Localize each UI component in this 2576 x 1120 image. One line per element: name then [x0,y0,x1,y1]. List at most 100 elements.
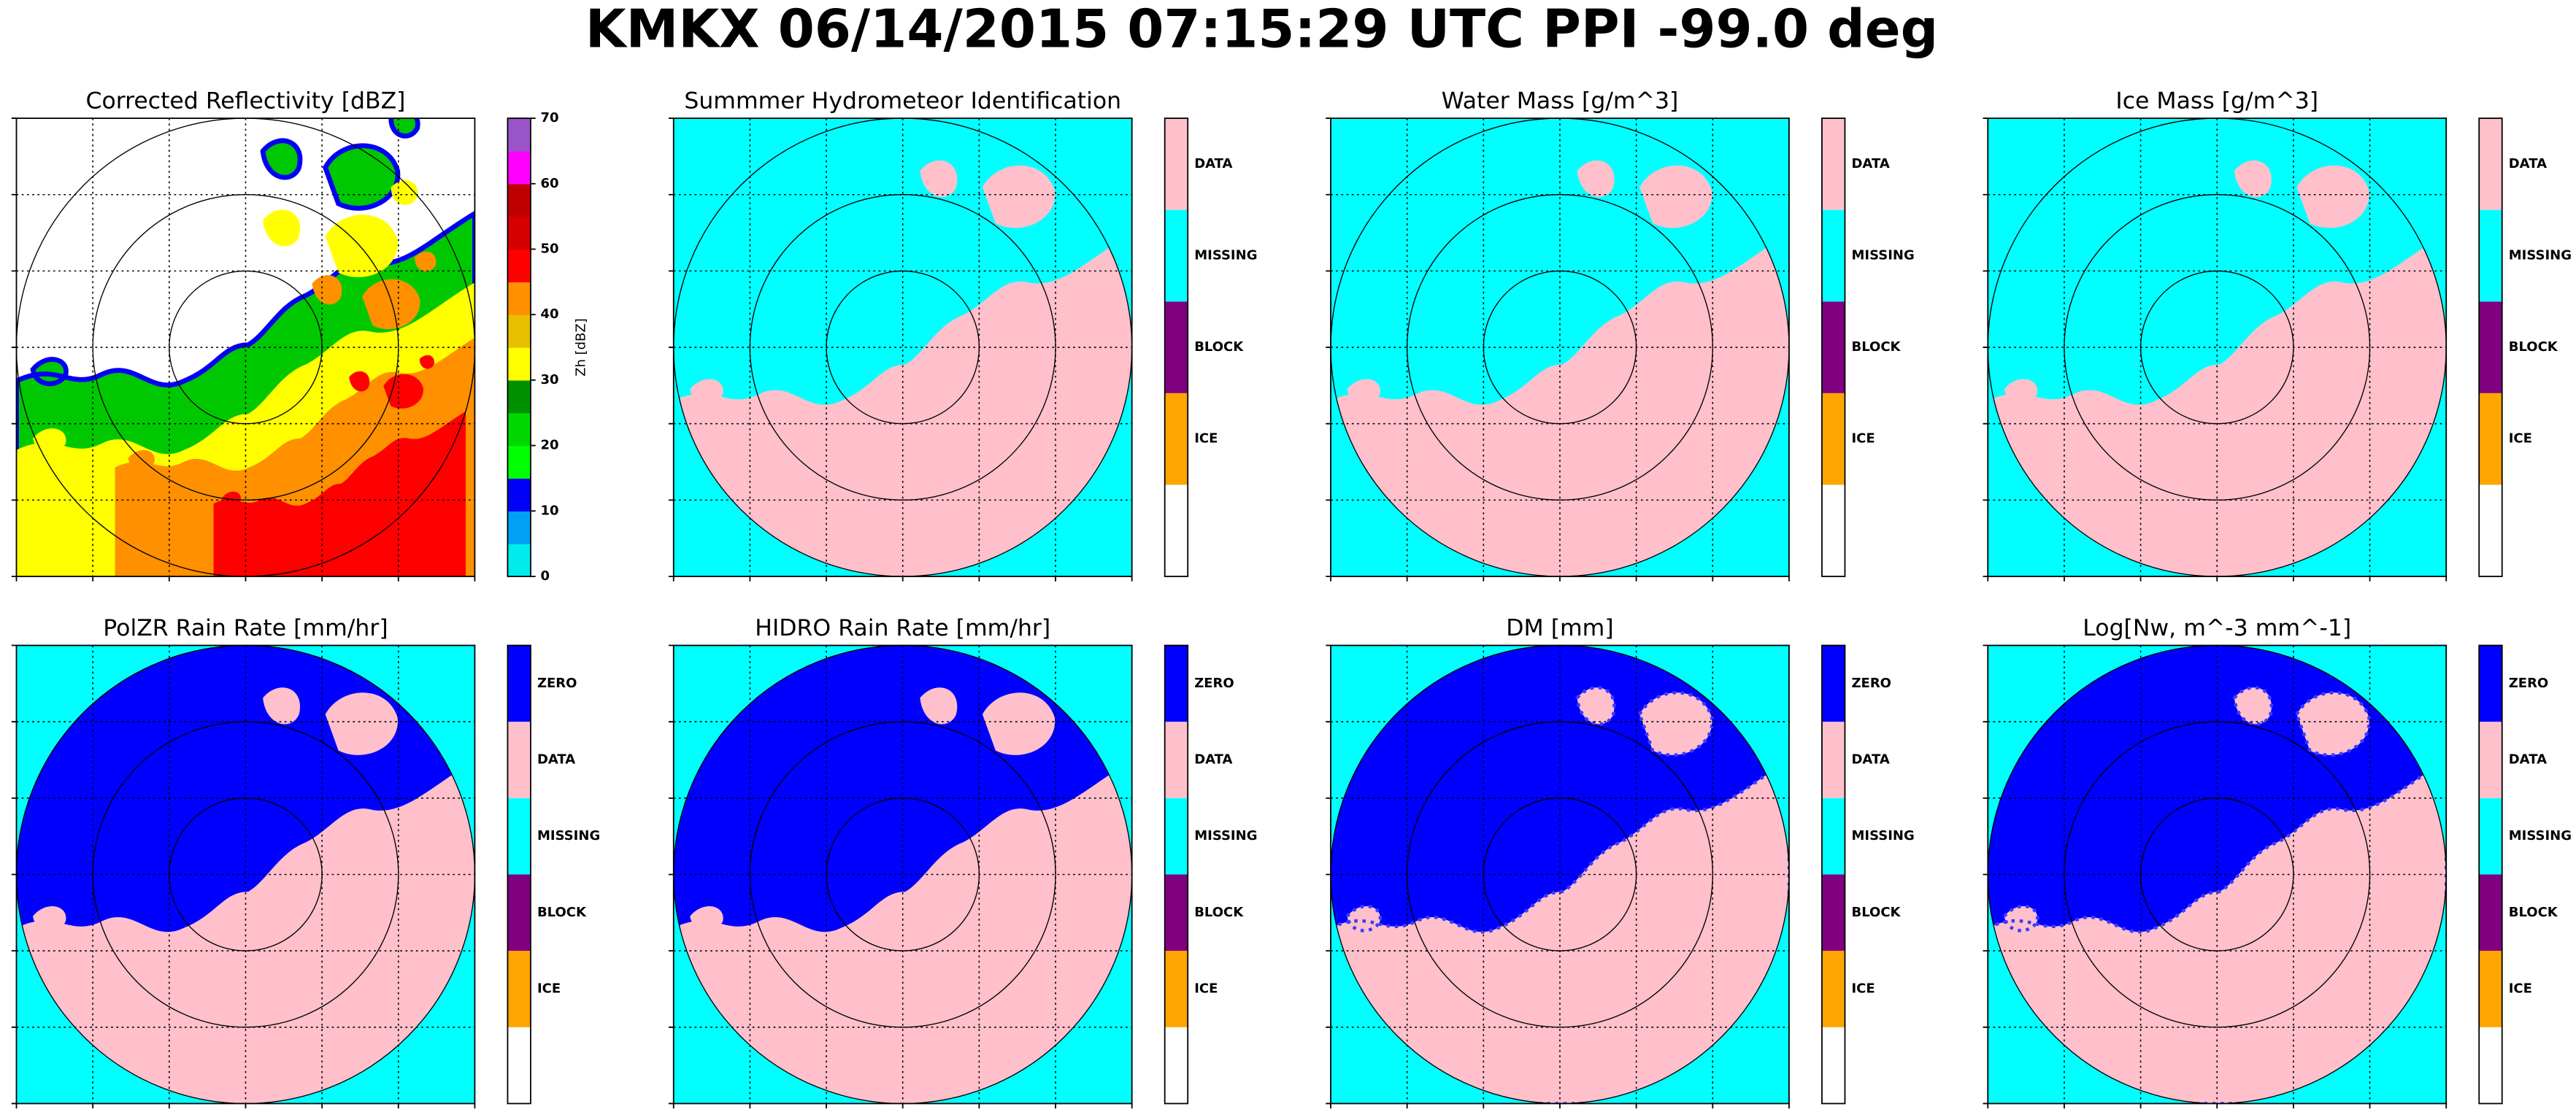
colorbar-category-label: DATA [2509,156,2547,171]
colorbar-frame [1821,644,1846,1105]
colorbar-segment [1164,1027,1188,1104]
colorbar-segment [507,216,531,250]
colorbar-segment [507,347,531,381]
colorbar-frame [507,117,531,577]
colorbar-segment [1821,209,1845,302]
colorbar-tick-label: 70 [540,110,558,125]
colorbar-category-label: MISSING [1194,247,1257,263]
colorbar-category-label: MISSING [2509,247,2572,263]
colorbar-frame [1164,644,1189,1105]
radar-image [10,644,476,1110]
colorbar-category-label: ICE [537,981,561,996]
colorbar-category-label: DATA [2509,752,2547,768]
colorbar-segment [507,150,531,185]
colorbar-category-label: MISSING [1851,247,1914,263]
colorbar-segment [2479,118,2502,210]
colorbar-category-label: ICE [2509,431,2532,447]
radar-image [668,644,1133,1110]
colorbar-category-label: ICE [1851,431,1875,447]
colorbar-segment [507,379,531,414]
colorbar-category-label: ZERO [1851,676,1891,691]
colorbar-frame [1164,117,1189,577]
colorbar-segment [507,478,531,511]
colorbar-segment [1821,1027,1845,1104]
radar-image [1325,117,1790,582]
colorbar-segment [1821,393,1845,485]
panel-title: Corrected Reflectivity [dBZ] [85,88,405,115]
colorbar-segment [507,282,531,315]
colorbar-category-label: ZERO [537,676,577,691]
colorbar-frame [2478,117,2503,577]
colorbar-tick-label: 10 [540,503,558,518]
colorbar-category-label: ICE [1194,431,1218,447]
radar-image [1982,644,2448,1110]
colorbar-segment [1821,484,1845,577]
colorbar-tick-label: 50 [540,241,558,256]
colorbar-segment [507,722,531,798]
colorbar-segment [1164,797,1188,875]
colorbar-category-label: ZERO [2509,676,2549,691]
colorbar-category-label: DATA [537,752,575,768]
colorbar-segment [507,249,531,283]
colorbar-tick-label: 20 [540,438,558,453]
colorbar-segment [1821,951,1845,1027]
colorbar-category-label: BLOCK [1194,339,1244,355]
colorbar-segment [1164,874,1188,951]
colorbar-segment [1821,301,1845,393]
colorbar-segment [2479,301,2502,393]
colorbar-label: Zh [dBZ] [574,318,589,376]
colorbar-segment [1164,393,1188,485]
colorbar-category-label: MISSING [1851,828,1914,843]
colorbar-frame [507,644,531,1105]
colorbar-tick-label: 30 [540,372,558,387]
panel-title: Log[Nw, m^-3 mm^-1] [2083,615,2351,641]
colorbar-segment [507,544,531,577]
colorbar-segment [507,118,531,152]
colorbar-category-label: ZERO [1194,676,1234,691]
colorbar-segment [1164,301,1188,393]
colorbar-category-label: ICE [1194,981,1218,996]
panel-title: DM [mm] [1506,615,1613,641]
colorbar-category-label: BLOCK [537,905,587,920]
panel-title: PolZR Rain Rate [mm/hr] [103,615,388,641]
colorbar-category-label: ICE [2509,981,2532,996]
colorbar-segment [2479,874,2502,951]
colorbar-segment [2479,951,2502,1027]
radar-image [10,117,476,582]
colorbar-segment [1164,951,1188,1027]
colorbar-segment [507,645,531,722]
colorbar-segment [2479,484,2502,577]
colorbar-segment [507,314,531,348]
colorbar-segment [1821,797,1845,875]
colorbar-segment [507,874,531,951]
colorbar-category-label: MISSING [537,828,600,843]
colorbar-category-label: MISSING [2509,828,2572,843]
colorbar-segment [1164,209,1188,302]
colorbar-category-label: DATA [1194,156,1232,171]
colorbar-tick-label: 40 [540,306,558,322]
figure-title: KMKX 06/14/2015 07:15:29 UTC PPI -99.0 d… [585,0,1938,60]
colorbar-segment [1164,484,1188,577]
colorbar-segment [2479,209,2502,302]
colorbar-tick-label: 0 [540,568,550,584]
colorbar-segment [1821,118,1845,210]
panel-title: Ice Mass [g/m^3] [2115,88,2318,115]
colorbar-segment [1821,645,1845,722]
colorbar-segment [1164,645,1188,722]
colorbar-segment [507,445,531,479]
colorbar-category-label: DATA [1851,156,1889,171]
panel-title: HIDRO Rain Rate [mm/hr] [755,615,1050,641]
colorbar-frame [1821,117,1846,577]
colorbar-segment [1164,722,1188,798]
colorbar-frame [2478,644,2503,1105]
colorbar-segment [2479,393,2502,485]
radar-image [668,117,1133,582]
colorbar-category-label: BLOCK [2509,339,2558,355]
colorbar-segment [1821,722,1845,798]
colorbar-segment [2479,722,2502,798]
colorbar-category-label: DATA [1851,752,1889,768]
colorbar-segment [507,511,531,544]
colorbar-segment [507,412,531,447]
